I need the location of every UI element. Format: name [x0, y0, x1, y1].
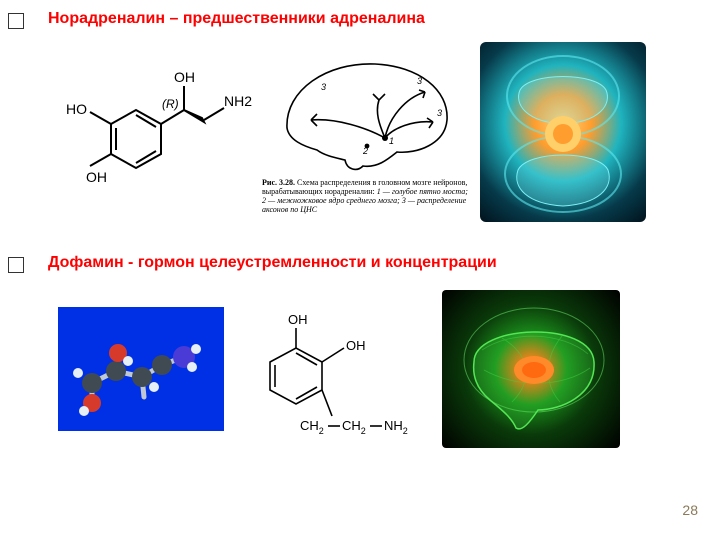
brain-render-2-svg: [442, 290, 620, 448]
bullet-icon: [8, 257, 24, 273]
label-ho: HO: [66, 101, 87, 117]
brain-diagram-svg: 1 2 3 3 3: [267, 50, 469, 178]
d-s2c: 2: [403, 426, 408, 436]
svg-text:CH2: CH2: [342, 418, 366, 436]
cap-l3: 3 — распределение: [402, 196, 466, 205]
label-nh2: NH2: [224, 93, 252, 109]
cap-b1: Схема распределения в головном мозге ней…: [297, 178, 467, 187]
svg-text:CH2: CH2: [300, 418, 324, 436]
svg-text:1: 1: [389, 136, 394, 146]
chem-structure-svg: HO OH OH NH2 (R): [56, 62, 256, 202]
section1-title: Норадреналин – предшественники адреналин…: [48, 10, 425, 28]
dopamine-structure: OH OH CH2 CH2 NH2: [230, 290, 410, 448]
brain-render-1-svg: [480, 42, 646, 222]
cap-title: Рис. 3.28.: [262, 178, 297, 187]
d-ch2b: CH: [342, 418, 361, 433]
section1-heading-row: Норадреналин – предшественники адреналин…: [8, 10, 425, 29]
d-ch2a: CH: [300, 418, 319, 433]
brain-diagram-block: 1 2 3 3 3 Рис. 3.28. Схема распределения…: [262, 50, 474, 215]
d-s2b: 2: [361, 426, 366, 436]
noradrenaline-structure: HO OH OH NH2 (R): [56, 62, 256, 202]
svg-text:3: 3: [321, 82, 326, 92]
section2-heading-row: Дофамин - гормон целеустремленности и ко…: [8, 254, 497, 273]
section2-title: Дофамин - гормон целеустремленности и ко…: [48, 254, 497, 272]
svg-text:2: 2: [362, 146, 368, 156]
section1-images: HO OH OH NH2 (R): [56, 42, 646, 222]
dopamine-3d-svg: [58, 307, 224, 431]
cap-b2: вырабатывающих норадреналин:: [262, 187, 377, 196]
svg-text:3: 3: [417, 76, 422, 86]
bullet-icon: [8, 13, 24, 29]
label-ohtop: OH: [174, 69, 195, 85]
brain-diagram-caption: Рис. 3.28. Схема распределения в головно…: [262, 178, 472, 215]
cap-l4: аксонов по ЦНС: [262, 205, 317, 214]
d-oh1: OH: [346, 338, 366, 353]
section2-images: OH OH CH2 CH2 NH2: [58, 290, 620, 448]
d-nh2: NH: [384, 418, 403, 433]
brain-render-2: [442, 290, 620, 448]
dopamine-3d-model: [58, 307, 224, 431]
page-number: 28: [682, 502, 698, 518]
svg-text:3: 3: [437, 108, 442, 118]
label-r: (R): [162, 97, 179, 111]
brain-diagram: 1 2 3 3 3: [267, 50, 469, 178]
cap-l2: 2 — межножковое ядро среднего мозга;: [262, 196, 402, 205]
svg-text:NH2: NH2: [384, 418, 408, 436]
cap-l1: 1 — голубое пятно моста;: [377, 187, 468, 196]
dopamine-structure-svg: OH OH CH2 CH2 NH2: [230, 290, 410, 448]
label-ohbot: OH: [86, 169, 107, 185]
d-s2a: 2: [319, 426, 324, 436]
brain-render-1: [480, 42, 646, 222]
d-oh2: OH: [288, 312, 308, 327]
